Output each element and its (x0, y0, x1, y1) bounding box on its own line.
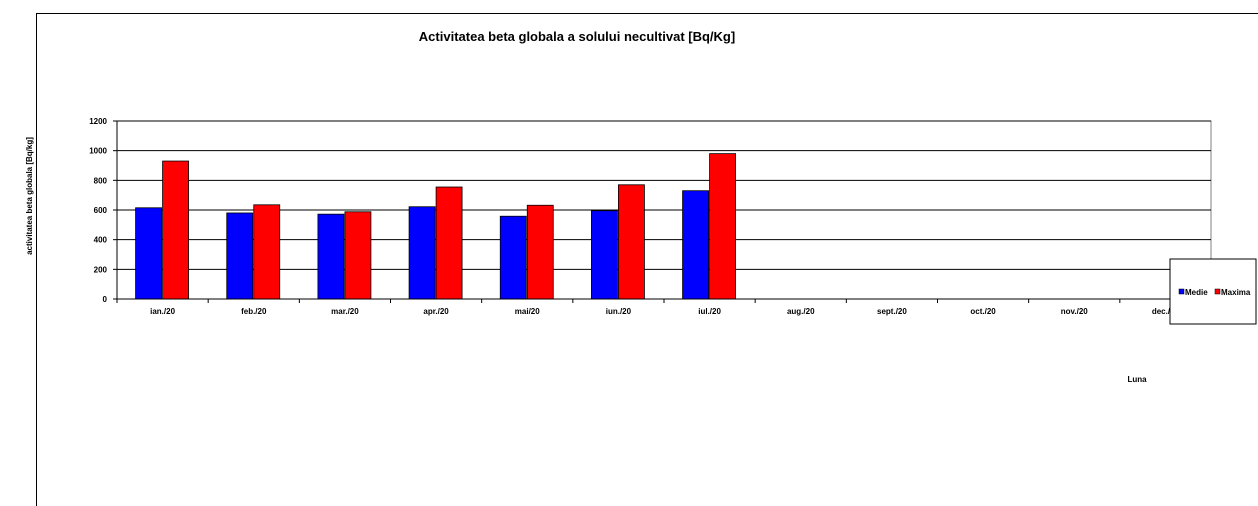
x-tick-label: mar./20 (331, 307, 359, 316)
x-tick-label: dec./20 (1152, 307, 1180, 316)
bars (135, 153, 736, 300)
x-tick-label: feb./20 (241, 307, 267, 316)
x-tick-label: aug./20 (787, 307, 815, 316)
y-tick-label: 800 (94, 176, 108, 185)
bar-maxima-2 (344, 211, 372, 300)
x-axis-title: Luna (1127, 375, 1147, 384)
x-tick-label: apr./20 (423, 307, 449, 316)
bar-maxima-4 (526, 204, 554, 300)
bar-medie-6 (682, 190, 709, 300)
bar-maxima-5 (618, 184, 645, 300)
x-tick-label: sept./20 (877, 307, 907, 316)
bar-medie-2 (317, 213, 345, 300)
legend-swatch-medie (1178, 288, 1185, 295)
bar-medie-5 (591, 210, 618, 300)
legend-label-maxima: Maxima (1221, 288, 1251, 297)
y-tick-label: 400 (94, 236, 108, 245)
y-tick-label: 600 (94, 206, 108, 215)
y-tick-label: 200 (94, 265, 108, 274)
x-tick-label: nov./20 (1061, 307, 1089, 316)
bar-maxima-6 (709, 153, 736, 300)
x-tick-label: iun./20 (606, 307, 632, 316)
legend: Medie Maxima (1169, 258, 1257, 325)
bar-medie-1 (226, 212, 254, 300)
legend-label-medie: Medie (1185, 288, 1208, 297)
chart-title: Activitatea beta globala a solului necul… (419, 29, 735, 44)
legend-box (1169, 258, 1257, 325)
axes: 0 200 400 600 800 1000 1200 ian./20 feb./20 mar./… (89, 117, 1212, 316)
x-tick-label: iul./20 (698, 307, 721, 316)
gridlines (116, 120, 1212, 300)
bar-medie-3 (408, 206, 436, 300)
bar-medie-4 (499, 215, 527, 300)
bar-maxima-1 (253, 204, 281, 300)
chart-frame (36, 13, 1258, 506)
bar-maxima-0 (162, 160, 189, 300)
y-axis-title: activitatea beta globala [Bq/kg] (25, 137, 34, 255)
bar-maxima-3 (435, 186, 463, 300)
x-tick-label: mai/20 (515, 307, 540, 316)
legend-swatch-maxima (1214, 288, 1221, 295)
x-tick-label: oct./20 (970, 307, 996, 316)
bar-medie-0 (135, 207, 162, 300)
y-tick-label: 1000 (89, 147, 107, 156)
y-tick-label: 0 (103, 295, 108, 304)
y-tick-label: 1200 (89, 117, 107, 126)
x-tick-label: ian./20 (150, 307, 175, 316)
